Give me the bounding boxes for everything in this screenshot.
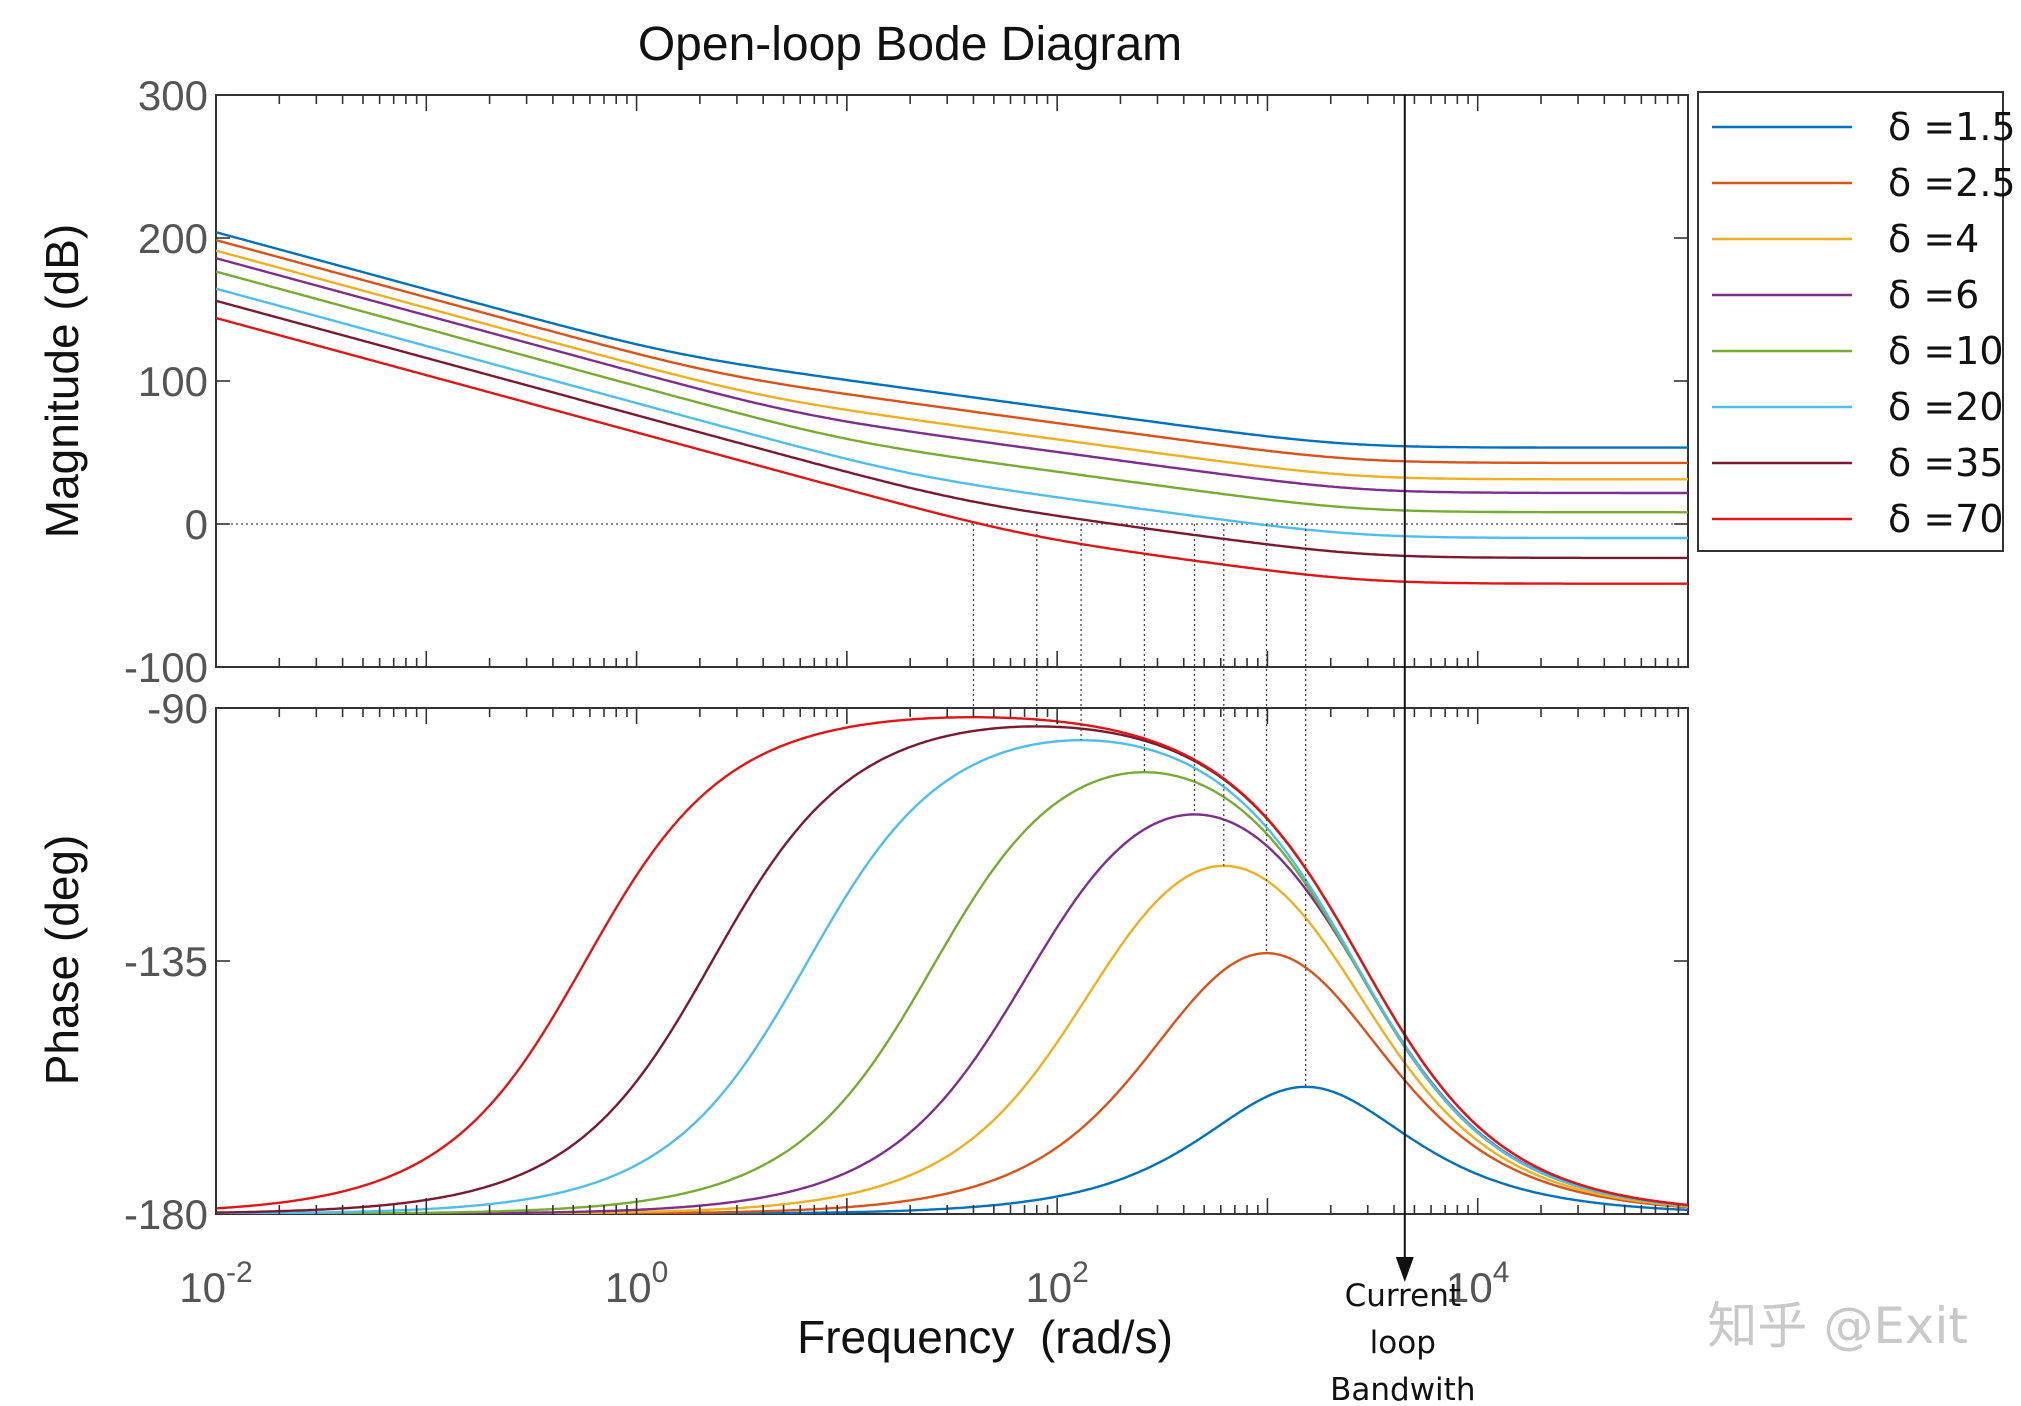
bandwidth-marker: Current loop Bandwith [1330, 95, 1475, 1406]
phase-plot-frame [215, 707, 1689, 1215]
legend-label: δ =20 [1888, 385, 2004, 429]
phase-line-series-3 [216, 864, 1688, 1214]
magnitude-tick-label: -100 [124, 644, 208, 691]
magnitude-line-series-2 [216, 238, 1688, 465]
magnitude-line-series-6 [216, 287, 1688, 540]
chart-title: Open-loop Bode Diagram [638, 18, 1182, 71]
magnitude-axis-label: Magnitude (dB) [36, 224, 88, 539]
x-tick-base: 10 [605, 1264, 652, 1311]
magnitude-line-series-3 [216, 249, 1688, 481]
phase-line-series-2 [216, 951, 1688, 1214]
magnitude-line-series-5 [216, 270, 1688, 514]
phase-line-series-5 [216, 771, 1688, 1214]
x-tick-base: 10 [1025, 1264, 1072, 1311]
x-tick-label: 100 [605, 1256, 668, 1311]
x-tick-base: 10 [1446, 1264, 1493, 1311]
magnitude-line-series-7 [216, 299, 1688, 560]
phase-tick-label: -135 [124, 938, 208, 985]
frequency-axis-label: Frequency (rad/s) [797, 1311, 1173, 1363]
legend-label: δ =10 [1888, 329, 2004, 373]
bandwidth-label-line: Current [1345, 1278, 1461, 1314]
legend-label: δ =6 [1888, 273, 1979, 317]
watermark: 知乎 @Exit [1707, 1297, 1968, 1355]
x-tick-exponent: 2 [1072, 1256, 1089, 1289]
magnitude-tick-label: 300 [138, 72, 208, 119]
legend-label: δ =4 [1888, 217, 1979, 261]
legend-label: δ =1.5 [1888, 105, 2016, 149]
x-tick-exponent: -2 [226, 1256, 253, 1289]
magnitude-line-series-8 [216, 316, 1688, 585]
magnitude-line-series-4 [216, 257, 1688, 495]
magnitude-tick-label: 0 [185, 501, 208, 548]
x-tick-label: 10-2 [179, 1256, 252, 1311]
magnitude-tick-label: 200 [138, 215, 208, 262]
phase-axis-label: Phase (deg) [36, 835, 88, 1086]
magnitude-panel: 300 200 100 0 -100 Magnitude (dB) [36, 72, 1689, 691]
phase-tick-label: -180 [124, 1191, 208, 1238]
legend-label: δ =70 [1888, 497, 2004, 541]
legend-label: δ =2.5 [1888, 161, 2016, 205]
x-tick-label: 102 [1025, 1256, 1088, 1311]
phase-line-series-6 [216, 739, 1688, 1214]
magnitude-tick-label: 100 [138, 358, 208, 405]
phase-line-series-8 [216, 716, 1688, 1210]
legend-box [1697, 91, 2004, 552]
legend: δ =1.5 δ =2.5 δ =4 δ =6 δ =10 δ =20 δ =35 δ =70 [1697, 91, 2016, 552]
x-tick-exponent: 4 [1493, 1256, 1510, 1289]
bandwidth-label-line: loop [1370, 1325, 1436, 1361]
bandwidth-arrowhead [1395, 1257, 1414, 1282]
magnitude-line-series-1 [216, 231, 1688, 449]
phase-tick-label: -90 [147, 685, 208, 732]
magnitude-plot-frame [215, 94, 1689, 668]
legend-label: δ =35 [1888, 441, 2004, 485]
x-tick-base: 10 [179, 1264, 226, 1311]
phase-line-series-1 [216, 1085, 1688, 1214]
x-tick-exponent: 0 [652, 1256, 669, 1289]
phase-panel: -90 -135 -180 Phase (deg) [36, 685, 1689, 1238]
x-tick-label: 104 [1446, 1256, 1509, 1311]
bandwidth-label-line: Bandwith [1330, 1372, 1475, 1406]
